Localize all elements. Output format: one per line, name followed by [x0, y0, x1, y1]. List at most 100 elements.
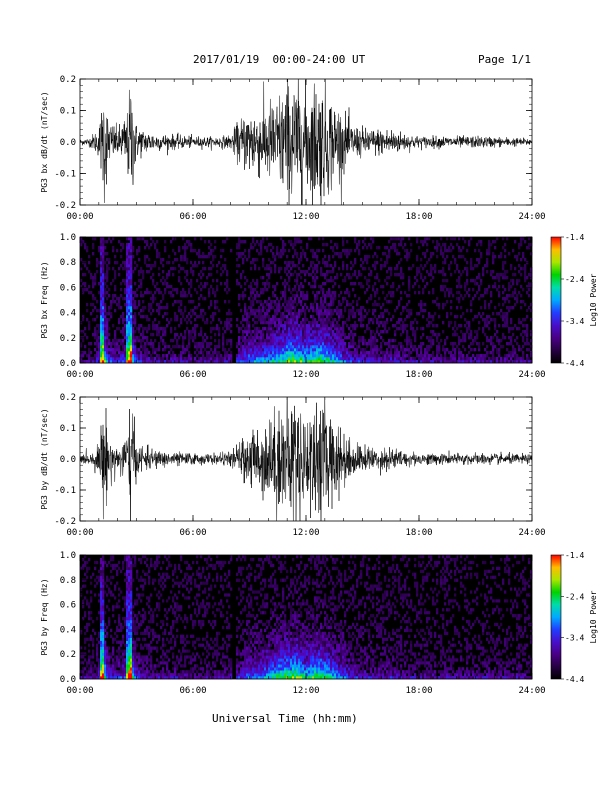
heatmap-cell [508, 282, 511, 286]
heatmap-cell [360, 354, 363, 358]
heatmap-cell [400, 297, 403, 301]
heatmap-cell [128, 273, 131, 277]
heatmap-cell [266, 330, 269, 334]
heatmap-cell [248, 336, 251, 340]
heatmap-cell [346, 255, 349, 259]
heatmap-cell [252, 309, 255, 313]
heatmap-cell [370, 273, 373, 277]
heatmap-cell [96, 336, 99, 340]
heatmap-cell [122, 354, 125, 358]
heatmap-cell [306, 357, 309, 361]
heatmap-cell [132, 249, 135, 253]
heatmap-cell [522, 339, 525, 343]
heatmap-cell [200, 309, 203, 313]
heatmap-cell [100, 357, 103, 361]
heatmap-cell [464, 348, 467, 352]
heatmap-cell [312, 360, 315, 364]
heatmap-cell [244, 327, 247, 331]
heatmap-cell [324, 276, 327, 280]
heatmap-cell [348, 252, 351, 256]
heatmap-cell [134, 324, 137, 328]
heatmap-cell [322, 243, 325, 247]
heatmap-cell [466, 279, 469, 283]
heatmap-cell [126, 252, 129, 256]
heatmap-cell [490, 342, 493, 346]
heatmap-cell [104, 354, 107, 358]
heatmap-cell [108, 599, 111, 603]
heatmap-cell [102, 282, 105, 286]
heatmap-cell [168, 345, 171, 349]
heatmap-cell [116, 360, 119, 364]
heatmap-cell [424, 348, 427, 352]
heatmap-cell [292, 345, 295, 349]
heatmap-cell [326, 279, 329, 283]
heatmap-cell [318, 354, 321, 358]
heatmap-cell [360, 324, 363, 328]
heatmap-cell [344, 297, 347, 301]
heatmap-cell [100, 611, 103, 615]
heatmap-cell [326, 327, 329, 331]
heatmap-cell [244, 345, 247, 349]
heatmap-cell [106, 563, 109, 568]
heatmap-cell [198, 351, 201, 355]
heatmap-cell [120, 360, 123, 364]
heatmap-cell [312, 279, 315, 283]
heatmap-cell [146, 315, 149, 319]
heatmap-cell [270, 303, 273, 307]
heatmap-cell [428, 258, 431, 262]
heatmap-cell [514, 357, 517, 361]
heatmap-cell [132, 321, 135, 325]
heatmap-cell [106, 285, 109, 289]
heatmap-cell [274, 345, 277, 349]
heatmap-cell [374, 264, 377, 268]
heatmap-cell [124, 324, 127, 328]
heatmap-cell [370, 339, 373, 343]
heatmap-cell [264, 327, 267, 331]
heatmap-cell [98, 309, 101, 313]
heatmap-cell [94, 631, 97, 636]
heatmap-cell [524, 318, 527, 322]
heatmap-cell [328, 288, 331, 292]
heatmap-cell [504, 288, 507, 292]
heatmap-cell [116, 670, 119, 674]
heatmap-cell [126, 261, 129, 265]
heatmap-cell [526, 261, 529, 265]
heatmap-cell [432, 240, 435, 244]
heatmap-cell [256, 357, 259, 361]
heatmap-cell [254, 327, 257, 331]
heatmap-cell [166, 360, 169, 364]
heatmap-cell [110, 240, 113, 244]
heatmap-cells [80, 237, 533, 364]
heatmap-cell [82, 617, 85, 621]
heatmap-cell [172, 249, 175, 253]
heatmap-cell [428, 360, 431, 364]
heatmap-cell [98, 348, 101, 352]
heatmap-cell [484, 306, 487, 310]
heatmap-cell [100, 261, 103, 265]
heatmap-cell [126, 327, 129, 331]
heatmap-cell [488, 246, 491, 250]
heatmap-cell [296, 345, 299, 349]
heatmap-cell [272, 291, 275, 295]
heatmap-cell [288, 351, 291, 355]
heatmap-cell [302, 354, 305, 358]
heatmap-cell [252, 354, 255, 358]
heatmap-cell [304, 333, 307, 337]
heatmap-cell [468, 321, 471, 325]
heatmap-cell [130, 309, 133, 313]
heatmap-cell [414, 318, 417, 322]
heatmap-cell [252, 324, 255, 328]
heatmap-cell [212, 351, 215, 355]
heatmap-cell [368, 255, 371, 259]
heatmap-cell [344, 345, 347, 349]
heatmap-cell [340, 315, 343, 319]
heatmap-cell [282, 336, 285, 340]
heatmap-cell [212, 249, 215, 253]
heatmap-cell [114, 276, 117, 280]
heatmap-cell [86, 664, 89, 668]
heatmap-cell [366, 345, 369, 349]
heatmap-cell [378, 324, 381, 328]
heatmap-cell [110, 667, 113, 671]
heatmap-cell [272, 285, 275, 289]
heatmap-cell [142, 315, 145, 319]
